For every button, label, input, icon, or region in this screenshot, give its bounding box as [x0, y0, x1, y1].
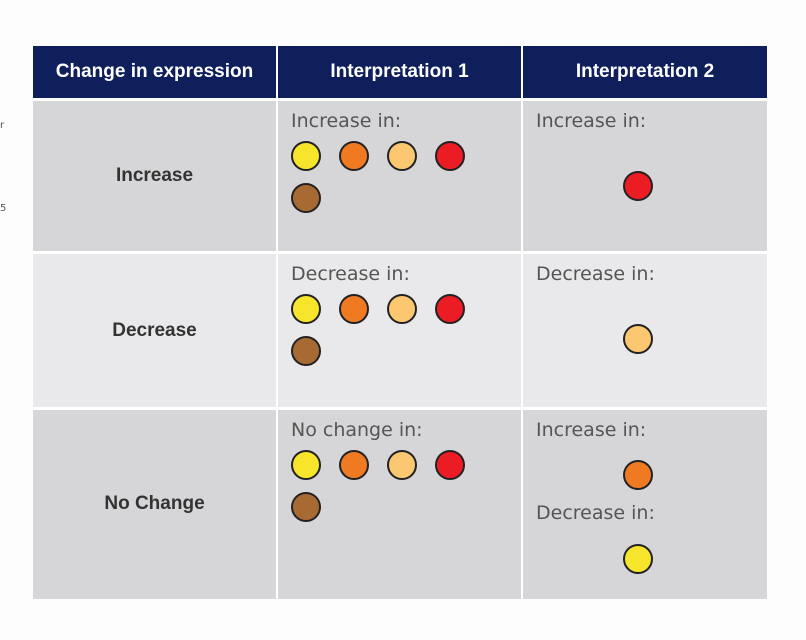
cell-label: Decrease in:	[291, 263, 410, 285]
interp1-cell: No change in:	[277, 407, 523, 599]
interp2-cell: Decrease in:	[522, 251, 767, 409]
color-dot	[339, 450, 369, 480]
color-dot	[435, 294, 465, 324]
cell-label: Decrease in:	[536, 502, 655, 524]
cell-label: Increase in:	[291, 110, 402, 132]
color-dot	[435, 141, 465, 171]
header-change-in-expression: Change in expression	[33, 46, 278, 100]
color-dot	[435, 450, 465, 480]
cell-label: Increase in:	[536, 419, 647, 441]
interp2-cell: Increase in: Decrease in:	[522, 407, 767, 599]
table-row: No Change No change in: Increase in: Dec…	[33, 407, 767, 599]
color-dot	[623, 324, 653, 354]
color-dot	[623, 544, 653, 574]
dot-group	[291, 294, 501, 366]
color-dot	[291, 492, 321, 522]
table-row: Increase Increase in: Increase in:	[33, 98, 767, 253]
expression-table: Change in expression Interpretation 1 In…	[33, 46, 767, 599]
color-dot	[291, 294, 321, 324]
header-interpretation-2: Interpretation 2	[522, 46, 767, 100]
header-interpretation-1: Interpretation 1	[277, 46, 523, 100]
color-dot	[339, 141, 369, 171]
color-dot	[623, 460, 653, 490]
interp2-cell: Increase in:	[522, 98, 767, 253]
color-dot	[291, 336, 321, 366]
color-dot	[291, 450, 321, 480]
color-dot	[387, 141, 417, 171]
cell-label: Increase in:	[536, 110, 647, 132]
table-row: Decrease Decrease in: Decrease in:	[33, 251, 767, 409]
color-dot	[291, 183, 321, 213]
color-dot	[387, 294, 417, 324]
row-label: Decrease	[33, 251, 278, 409]
side-mark: r	[0, 120, 5, 131]
interp1-cell: Increase in:	[277, 98, 523, 253]
row-label: Increase	[33, 98, 278, 253]
interp1-cell: Decrease in:	[277, 251, 523, 409]
cell-label: Decrease in:	[536, 263, 655, 285]
color-dot	[387, 450, 417, 480]
row-label: No Change	[33, 407, 278, 599]
dot-group	[291, 141, 501, 213]
color-dot	[291, 141, 321, 171]
color-dot	[623, 171, 653, 201]
cell-label: No change in:	[291, 419, 423, 441]
dot-group	[291, 450, 501, 522]
color-dot	[339, 294, 369, 324]
side-mark: 5	[0, 203, 7, 214]
